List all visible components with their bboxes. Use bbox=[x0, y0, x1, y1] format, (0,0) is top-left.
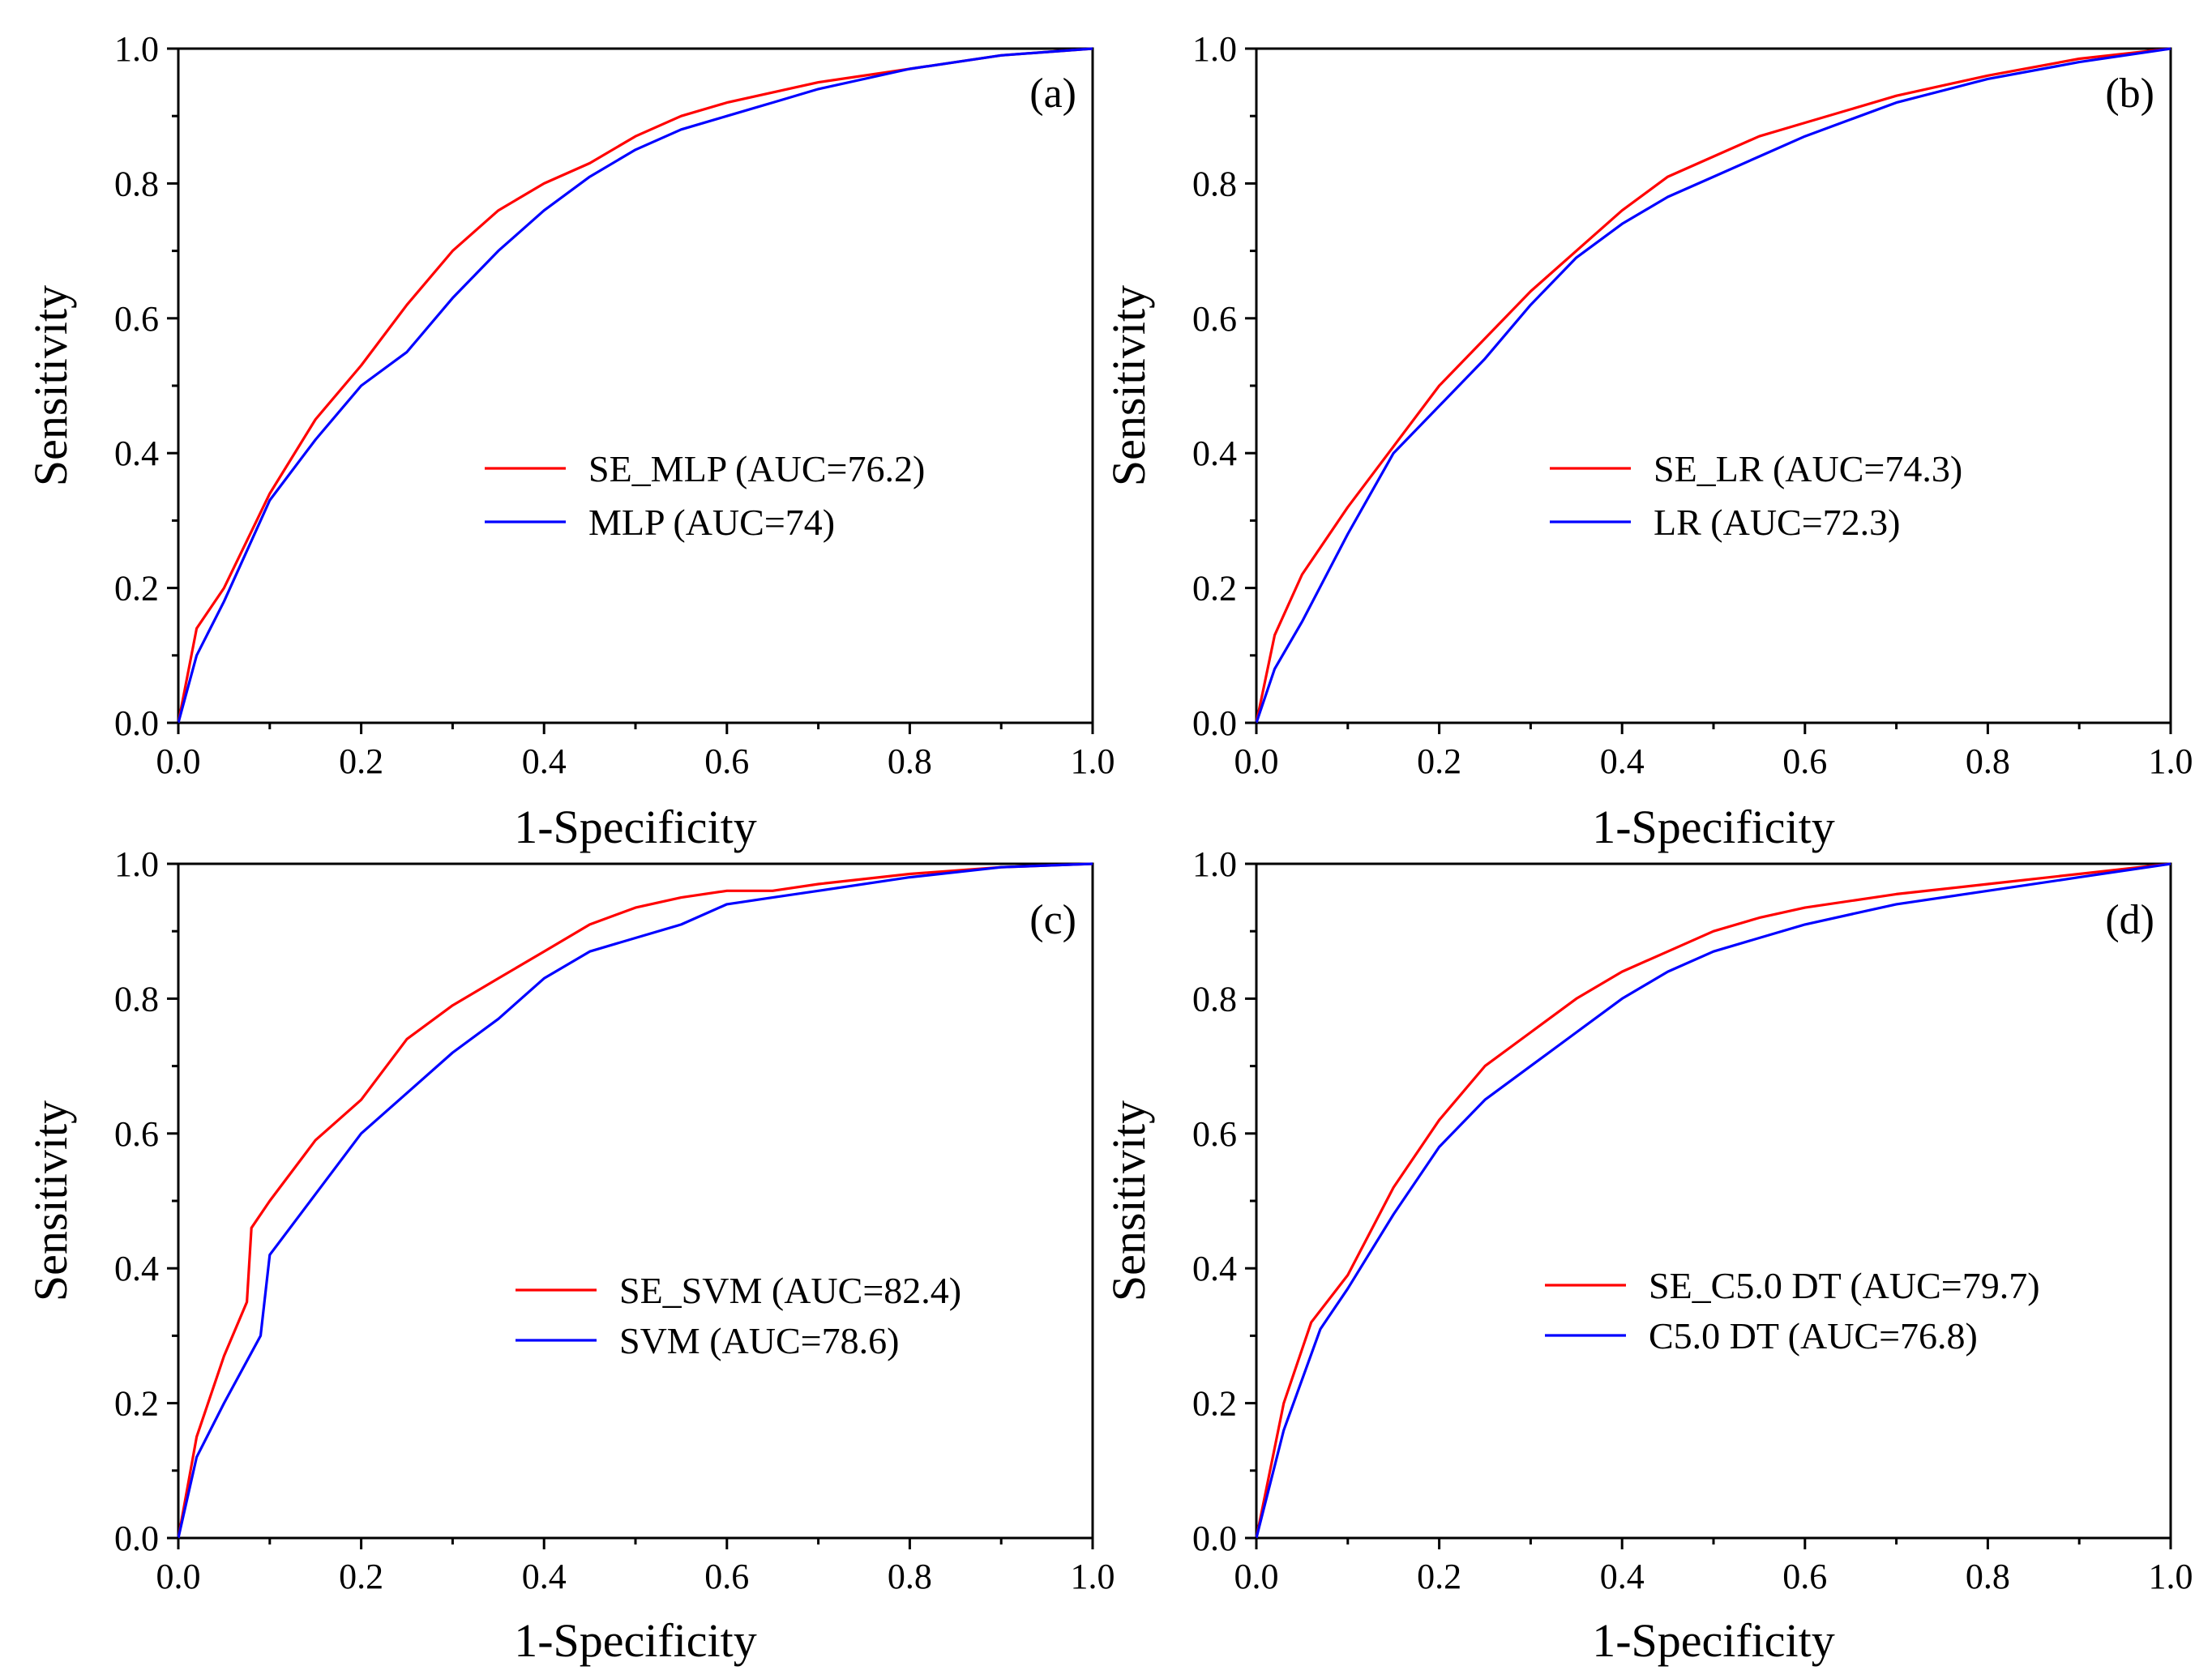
panel-b-series-line-1 bbox=[1255, 47, 2171, 724]
panel-d-y-tick-label-1: 0.2 bbox=[1192, 1384, 1237, 1424]
panel-a-y-tick-label-0: 0.0 bbox=[114, 703, 159, 743]
panel-d-x-tick-label-4: 0.8 bbox=[1966, 1557, 2010, 1596]
panel-a-x-tick-label-4: 0.8 bbox=[888, 741, 932, 781]
panel-a-x-tick-label-1: 0.2 bbox=[339, 741, 383, 781]
panel-d-ticks: 0.0 0.2 0.4 0.6 0.8 1.0 0.0 0.2 0.4 0.6 0.8 1.0 bbox=[1192, 844, 2193, 1596]
panel-a-legend: SE_MLP (AUC=76.2) MLP (AUC=74) bbox=[485, 448, 925, 543]
panel-d-x-tick-label-5: 1.0 bbox=[2149, 1557, 2193, 1596]
panel-a-x-tick-label-5: 1.0 bbox=[1071, 741, 1115, 781]
panel-b-x-tick-label-1: 0.2 bbox=[1417, 741, 1461, 781]
panel-c-x-tick-label-3: 0.6 bbox=[704, 1557, 749, 1596]
panel-d-legend: SE_C5.0 DT (AUC=79.7) C5.0 DT (AUC=76.8) bbox=[1545, 1265, 2040, 1356]
panel-a-y-tick-label-3: 0.6 bbox=[114, 299, 159, 339]
panel-b-legend-label-0: SE_LR (AUC=74.3) bbox=[1654, 448, 1962, 489]
panel-d-y-tick-label-5: 1.0 bbox=[1192, 844, 1237, 884]
panel-c-x-tick-label-5: 1.0 bbox=[1071, 1557, 1115, 1596]
panel-d-series-line-1 bbox=[1255, 862, 2171, 1539]
panel-b-y-tick-label-1: 0.2 bbox=[1192, 569, 1237, 609]
panel-a-series-line-0 bbox=[177, 47, 1093, 724]
panel-b-y-tick-label-3: 0.6 bbox=[1192, 299, 1237, 339]
panel-b-series bbox=[1255, 47, 2171, 724]
panel-a-xlabel: 1-Specificity bbox=[514, 801, 757, 853]
panel-b: 0.0 0.2 0.4 0.6 0.8 1.0 0.0 0.2 0.4 0.6 0.8 1.0 (b)… bbox=[1102, 29, 2193, 853]
panel-b-y-tick-label-4: 0.8 bbox=[1192, 164, 1237, 203]
panel-b-series-line-0 bbox=[1255, 47, 2171, 724]
panel-d-legend-label-1: C5.0 DT (AUC=76.8) bbox=[1649, 1315, 1978, 1356]
panel-d-frame bbox=[1255, 862, 2172, 1540]
panel-c-legend: SE_SVM (AUC=82.4) SVM (AUC=78.6) bbox=[516, 1270, 961, 1361]
panel-a-y-tick-label-2: 0.4 bbox=[114, 434, 159, 473]
panel-c-y-tick-label-2: 0.4 bbox=[114, 1249, 159, 1288]
panel-c-x-tick-label-0: 0.0 bbox=[156, 1557, 201, 1596]
panel-a-x-tick-label-3: 0.6 bbox=[704, 741, 749, 781]
panel-b-xlabel: 1-Specificity bbox=[1592, 801, 1835, 853]
panel-b-y-tick-label-2: 0.4 bbox=[1192, 434, 1237, 473]
panel-b-x-tick-label-0: 0.0 bbox=[1234, 741, 1279, 781]
panel-b-label: (b) bbox=[2105, 70, 2154, 117]
panel-c-ylabel: Sensitivity bbox=[24, 1100, 77, 1301]
panel-c-ticks: 0.0 0.2 0.4 0.6 0.8 1.0 0.0 0.2 0.4 0.6 0.8 1.0 bbox=[114, 844, 1115, 1596]
panel-d-series-line-0 bbox=[1255, 862, 2171, 1539]
panel-b-x-tick-label-3: 0.6 bbox=[1782, 741, 1827, 781]
panel-d-xlabel: 1-Specificity bbox=[1592, 1614, 1835, 1667]
panel-d-x-tick-label-2: 0.4 bbox=[1600, 1557, 1645, 1596]
panel-b-ticks: 0.0 0.2 0.4 0.6 0.8 1.0 0.0 0.2 0.4 0.6 0.8 1.0 bbox=[1192, 29, 2193, 781]
panel-a-x-tick-label-0: 0.0 bbox=[156, 741, 201, 781]
panel-d-x-tick-label-1: 0.2 bbox=[1417, 1557, 1461, 1596]
panel-d-y-tick-label-0: 0.0 bbox=[1192, 1519, 1237, 1558]
panel-c-y-tick-label-4: 0.8 bbox=[114, 979, 159, 1019]
panel-b-x-tick-label-2: 0.4 bbox=[1600, 741, 1645, 781]
panel-b-legend: SE_LR (AUC=74.3) LR (AUC=72.3) bbox=[1550, 448, 1962, 543]
panel-b-x-tick-label-5: 1.0 bbox=[2149, 741, 2193, 781]
panel-a-y-tick-label-5: 1.0 bbox=[114, 29, 159, 69]
panel-c-legend-label-0: SE_SVM (AUC=82.4) bbox=[619, 1270, 961, 1311]
panel-c-legend-label-1: SVM (AUC=78.6) bbox=[619, 1320, 899, 1361]
panel-a-y-tick-label-1: 0.2 bbox=[114, 569, 159, 609]
panel-d: 0.0 0.2 0.4 0.6 0.8 1.0 0.0 0.2 0.4 0.6 0.8 1.0 (d)… bbox=[1102, 844, 2193, 1667]
panel-c-label: (c) bbox=[1029, 897, 1076, 943]
panel-d-series bbox=[1255, 862, 2171, 1539]
panel-b-x-tick-label-4: 0.8 bbox=[1966, 741, 2010, 781]
panel-b-ylabel: Sensitivity bbox=[1102, 285, 1155, 486]
panel-a-series-line-1 bbox=[177, 47, 1093, 724]
panel-a-x-tick-label-2: 0.4 bbox=[522, 741, 567, 781]
panel-d-y-tick-label-3: 0.6 bbox=[1192, 1114, 1237, 1154]
panel-a-legend-label-1: MLP (AUC=74) bbox=[588, 502, 835, 543]
panel-c-xlabel: 1-Specificity bbox=[514, 1614, 757, 1667]
panel-d-label: (d) bbox=[2105, 897, 2154, 943]
panel-b-legend-label-1: LR (AUC=72.3) bbox=[1654, 502, 1900, 543]
panel-c-y-tick-label-0: 0.0 bbox=[114, 1519, 159, 1558]
panel-c-y-tick-label-3: 0.6 bbox=[114, 1114, 159, 1154]
panel-d-x-tick-label-0: 0.0 bbox=[1234, 1557, 1279, 1596]
panel-c-y-tick-label-5: 1.0 bbox=[114, 844, 159, 884]
panel-d-x-tick-label-3: 0.6 bbox=[1782, 1557, 1827, 1596]
panel-c-x-tick-label-4: 0.8 bbox=[888, 1557, 932, 1596]
panel-c: 0.0 0.2 0.4 0.6 0.8 1.0 0.0 0.2 0.4 0.6 0.8 1.0 (c)… bbox=[24, 844, 1115, 1667]
panel-a-ticks: 0.0 0.2 0.4 0.6 0.8 1.0 0.0 0.2 0.4 0.6 0.8 1.0 bbox=[114, 29, 1115, 781]
panel-d-y-tick-label-4: 0.8 bbox=[1192, 979, 1237, 1019]
panel-a: 0.0 0.2 0.4 0.6 0.8 1.0 0.0 0.2 0.4 0.6 0.8 1.0 (a)… bbox=[24, 29, 1115, 853]
panel-c-y-tick-label-1: 0.2 bbox=[114, 1384, 159, 1424]
panel-c-series bbox=[177, 862, 1093, 1539]
panel-b-frame bbox=[1255, 47, 2172, 724]
panel-a-y-tick-label-4: 0.8 bbox=[114, 164, 159, 203]
panel-c-x-tick-label-1: 0.2 bbox=[339, 1557, 383, 1596]
panel-d-ylabel: Sensitivity bbox=[1102, 1100, 1155, 1301]
panel-c-frame bbox=[177, 862, 1094, 1540]
panel-d-y-tick-label-2: 0.4 bbox=[1192, 1249, 1237, 1288]
panel-a-legend-label-0: SE_MLP (AUC=76.2) bbox=[588, 448, 925, 489]
panel-b-y-tick-label-5: 1.0 bbox=[1192, 29, 1237, 69]
panel-c-series-line-1 bbox=[177, 862, 1093, 1539]
panel-d-legend-label-0: SE_C5.0 DT (AUC=79.7) bbox=[1649, 1265, 2040, 1306]
panel-a-label: (a) bbox=[1029, 70, 1076, 117]
panel-a-ylabel: Sensitivity bbox=[24, 285, 77, 486]
panel-c-x-tick-label-2: 0.4 bbox=[522, 1557, 567, 1596]
panel-c-series-line-0 bbox=[177, 862, 1093, 1539]
panel-b-y-tick-label-0: 0.0 bbox=[1192, 703, 1237, 743]
panel-a-series bbox=[177, 47, 1093, 724]
